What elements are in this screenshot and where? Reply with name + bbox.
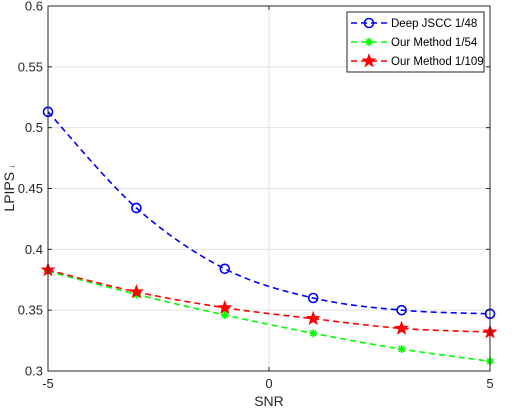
legend-item: Our Method 1/109 xyxy=(351,53,484,68)
legend-label: Deep JSCC 1/48 xyxy=(391,18,477,30)
legend-label: Our Method 1/54 xyxy=(391,37,478,49)
y-tick-label: 0.6 xyxy=(25,0,43,14)
y-axis-title: LPIPS ↓ xyxy=(1,164,17,211)
y-tick-label: 0.45 xyxy=(18,181,43,196)
data-point xyxy=(396,304,407,316)
data-point xyxy=(397,345,406,354)
legend-item: Deep JSCC 1/48 xyxy=(351,17,477,30)
x-tick-label: 5 xyxy=(486,376,493,391)
x-tick-label: 0 xyxy=(265,376,272,391)
series-line xyxy=(47,270,491,363)
data-point xyxy=(131,202,142,214)
data-point xyxy=(219,263,231,275)
data-point xyxy=(217,299,233,315)
data-point xyxy=(394,320,410,335)
y-tick-label: 0.5 xyxy=(25,120,43,135)
legend-marker xyxy=(363,17,375,29)
data-point xyxy=(309,329,318,338)
legend-marker xyxy=(365,38,373,46)
data-point xyxy=(220,311,229,320)
y-tick-label: 0.3 xyxy=(25,364,43,379)
y-axis-title-label: LPIPS xyxy=(1,172,17,212)
legend-item: Our Method 1/54 xyxy=(351,37,478,49)
y-tick-label: 0.55 xyxy=(18,59,43,74)
y-axis-title-arrow: ↓ xyxy=(6,164,16,169)
y-tick-label: 0.4 xyxy=(25,242,43,257)
series-line xyxy=(47,269,491,333)
legend: Deep JSCC 1/48 Our Method 1/54 Our Method … xyxy=(346,11,485,73)
legend-label: Our Method 1/109 xyxy=(391,56,484,68)
x-axis-title: SNR xyxy=(254,393,284,409)
x-tick-label: -5 xyxy=(42,376,54,391)
axis-ticks: 0.3 0.35 0.4 0.45 0.5 0.55 0.6 -5 0 5 xyxy=(18,0,494,391)
data-point xyxy=(128,284,144,299)
data-point xyxy=(305,310,321,326)
data-point xyxy=(307,292,319,304)
y-tick-label: 0.35 xyxy=(18,303,43,318)
legend-marker xyxy=(361,53,377,68)
series-group xyxy=(40,106,498,366)
